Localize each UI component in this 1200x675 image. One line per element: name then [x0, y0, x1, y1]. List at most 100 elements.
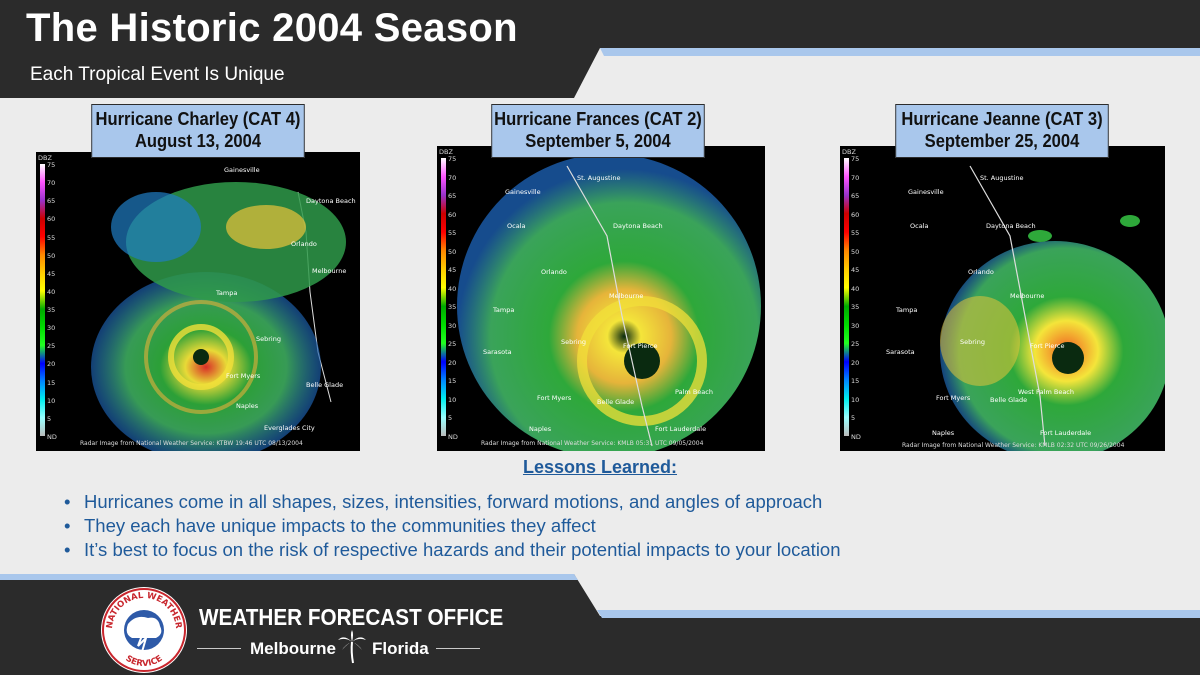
scale-tick-label: 20 [851, 358, 860, 367]
city-label: Fort Myers [936, 394, 971, 402]
header-background [0, 0, 1200, 98]
scale-tick-label: 5 [448, 414, 453, 423]
svg-text:SERVICE: SERVICE [124, 654, 165, 670]
scale-tick-label: 10 [47, 396, 56, 405]
storm-date: August 13, 2004 [134, 131, 262, 151]
page-title: The Historic 2004 Season [26, 6, 518, 50]
panel-label-jeanne: Hurricane Jeanne (CAT 3) September 25, 2… [895, 104, 1109, 158]
city-label: St. Augustine [577, 174, 621, 182]
city-label: Belle Glade [990, 396, 1028, 404]
city-label: Orlando [968, 268, 994, 276]
scale-tick-label: 35 [851, 303, 860, 312]
scale-tick-label: 45 [851, 266, 860, 275]
city-label: Belle Glade [597, 398, 635, 406]
header-banner: The Historic 2004 Season Each Tropical E… [0, 0, 1200, 98]
storm-date: September 25, 2004 [924, 131, 1080, 151]
scale-tick-label: 60 [448, 210, 457, 219]
scale-tick-label: 50 [448, 247, 457, 256]
page-subtitle: Each Tropical Event Is Unique [30, 64, 285, 85]
divider [436, 648, 480, 649]
dbz-label: DBZ [842, 148, 856, 156]
scale-tick-label: 70 [851, 173, 860, 182]
scale-tick-label: 40 [47, 287, 56, 296]
scale-tick-label: 75 [448, 155, 457, 163]
city-label: Ocala [507, 222, 526, 230]
office-name: WEATHER FORECAST OFFICE [199, 604, 504, 630]
storm-date: September 5, 2004 [525, 131, 671, 151]
city-label: Sebring [960, 338, 985, 346]
radar-image-charley: DBZ Gainesville Daytona Beach Orlando Me… [36, 152, 360, 451]
city-label: Melbourne [312, 267, 347, 275]
scale-tick-label: ND [448, 433, 458, 441]
scale-tick-label: 30 [47, 324, 56, 333]
scale-tick-label: 10 [448, 395, 457, 404]
scale-tick-label: 40 [851, 284, 860, 293]
scale-tick-label: 40 [448, 284, 457, 293]
city-label: Sebring [256, 335, 281, 343]
city-label: Naples [529, 425, 552, 433]
scale-tick-label: 75 [851, 155, 860, 163]
color-scale [441, 158, 446, 436]
city-label: Tampa [896, 306, 918, 314]
city-label: Daytona Beach [613, 222, 663, 230]
lessons-title: Lessons Learned: [522, 457, 678, 477]
scale-tick-label: ND [851, 433, 861, 441]
panel-label-frances: Hurricane Frances (CAT 2) September 5, 2… [491, 104, 705, 158]
city-label: Naples [236, 402, 259, 410]
city-label: Fort Pierce [1030, 342, 1065, 350]
radar-caption: Radar Image from National Weather Servic… [902, 442, 1125, 449]
scale-tick-label: 75 [47, 161, 56, 169]
city-label: St. Augustine [980, 174, 1024, 182]
scale-tick-label: 55 [47, 233, 56, 242]
city-label: Fort Lauderdale [655, 425, 707, 433]
city-label: Belle Glade [306, 381, 344, 389]
scale-tick-label: 45 [47, 269, 56, 278]
divider [197, 648, 241, 649]
city-label: Palm Beach [675, 388, 713, 396]
city-label: Orlando [291, 240, 317, 248]
radar-echoes [91, 182, 346, 451]
city-label: Sarasota [886, 348, 915, 356]
scale-tick-label: 65 [47, 197, 56, 206]
city-name: Melbourne [250, 639, 336, 658]
scale-tick-label: 65 [851, 192, 860, 201]
city-label: Fort Myers [537, 394, 572, 402]
scale-tick-label: 55 [851, 229, 860, 238]
city-label: Daytona Beach [306, 197, 356, 205]
storm-name: Hurricane Charley (CAT 4) [95, 109, 301, 129]
city-label: Ocala [910, 222, 929, 230]
city-label: Tampa [493, 306, 515, 314]
city-label: Everglades City [264, 424, 315, 432]
scale-tick-label: 30 [851, 321, 860, 330]
lessons-list: Hurricanes come in all shapes, sizes, in… [64, 490, 1164, 562]
scale-tick-label: 30 [448, 321, 457, 330]
storm-name: Hurricane Jeanne (CAT 3) [901, 109, 1103, 129]
scale-tick-label: ND [47, 433, 57, 441]
panel-label-charley: Hurricane Charley (CAT 4) August 13, 200… [91, 104, 305, 158]
color-scale [844, 158, 849, 436]
scale-tick-label: 45 [448, 266, 457, 275]
radar-caption: Radar Image from National Weather Servic… [481, 440, 704, 447]
city-label: Daytona Beach [986, 222, 1036, 230]
scale-tick-label: 20 [448, 358, 457, 367]
list-item: It’s best to focus on the risk of respec… [64, 538, 1164, 562]
scale-tick-label: 15 [47, 378, 56, 387]
scale-tick-label: 15 [851, 377, 860, 386]
scale-tick-label: 20 [47, 360, 56, 369]
city-label: Tampa [216, 289, 238, 297]
scale-tick-label: 60 [47, 215, 56, 224]
city-label: Gainesville [505, 188, 541, 196]
scale-tick-label: 60 [851, 210, 860, 219]
city-label: Gainesville [224, 166, 260, 174]
city-label: Fort Lauderdale [1040, 429, 1092, 437]
storm-name: Hurricane Frances (CAT 2) [494, 109, 702, 129]
nws-logo: NATIONAL WEATHER SERVICE [101, 587, 187, 673]
scale-tick-label: 10 [851, 395, 860, 404]
scale-tick-label: 50 [851, 247, 860, 256]
city-label: Orlando [541, 268, 567, 276]
radar-image-jeanne: DBZ St. Augustine Gainesville Ocala Dayt… [840, 146, 1165, 451]
palm-tree-icon [338, 630, 366, 664]
scale-tick-label: 5 [47, 414, 52, 423]
scale-tick-label: 70 [448, 173, 457, 182]
scale-tick-label: 55 [448, 229, 457, 238]
